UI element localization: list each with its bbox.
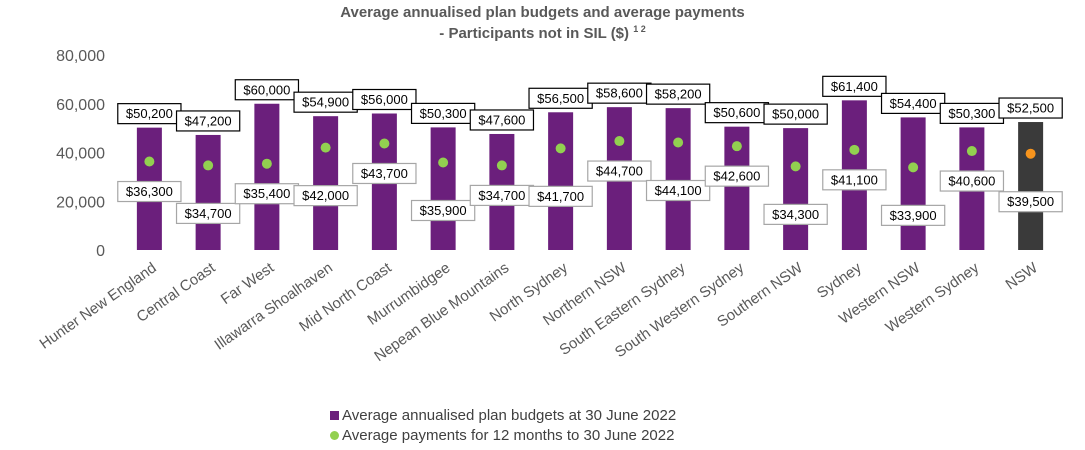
payment-value-label-box (528, 185, 593, 207)
bar (783, 128, 809, 250)
bar-value-label: $50,300 (948, 106, 995, 121)
bar (900, 117, 926, 251)
payment-value-label: $44,100 (655, 183, 702, 198)
chart-title-line1: Average annualised plan budgets and aver… (340, 4, 745, 21)
bar (195, 134, 221, 250)
data-point (555, 143, 566, 154)
legend-item-budgets: Average annualised plan budgets at 30 Ju… (330, 405, 676, 425)
legend-swatch-bar (330, 410, 339, 420)
y-tick-label: 40,000 (56, 146, 105, 163)
payment-value-label: $42,600 (713, 169, 760, 184)
bar-value-label: $50,200 (126, 106, 173, 121)
chart-title: Average annualised plan budgets and aver… (0, 4, 1085, 21)
bar-value-label-box (645, 83, 711, 105)
bar-value-label: $50,600 (713, 105, 760, 120)
bar-value-label: $61,400 (831, 79, 878, 94)
payment-value-label-box (763, 203, 828, 225)
bar (254, 103, 280, 250)
payment-value-label-box (645, 179, 711, 202)
bar (1018, 122, 1044, 250)
y-tick-label: 60,000 (56, 97, 105, 114)
data-point (908, 162, 919, 173)
x-tick-label: NSW (1002, 259, 1041, 293)
payment-value-label: $34,700 (478, 188, 525, 203)
data-point (144, 156, 155, 167)
payment-value-label: $36,300 (126, 184, 173, 199)
data-point (320, 142, 331, 153)
chart-title-superscript: 1 2 (633, 24, 646, 34)
x-tick-label: Sydney (814, 259, 865, 302)
chart-title-line2: - Participants not in SIL ($) (439, 25, 634, 42)
data-point (731, 141, 742, 152)
bar-value-label: $58,600 (596, 86, 643, 101)
payment-value-label: $40,600 (948, 174, 995, 189)
bar-value-label: $56,500 (537, 91, 584, 106)
bar-value-label: $50,000 (772, 107, 819, 122)
payment-value-label: $41,100 (831, 172, 878, 187)
bar (430, 127, 456, 250)
bar-value-label: $58,200 (655, 87, 702, 102)
y-tick-label: 80,000 (56, 48, 105, 65)
payment-value-label-box (939, 170, 1005, 192)
payment-value-label: $41,700 (537, 189, 584, 204)
bar-value-label-box (234, 79, 300, 101)
bar-value-label: $50,300 (420, 106, 467, 121)
payment-value-label-box (822, 169, 887, 191)
payment-value-label-box (587, 160, 652, 182)
payment-value-label-box (880, 204, 946, 226)
payment-value-label-box (704, 165, 770, 187)
payment-value-label-box (998, 191, 1063, 213)
bar-value-label: $47,600 (478, 112, 525, 127)
bar-value-label: $60,000 (243, 82, 290, 97)
payment-value-label-box (175, 202, 241, 225)
bar-value-label-box (469, 109, 535, 131)
data-point (261, 158, 272, 169)
data-point (379, 138, 390, 149)
legend-swatch-dot (330, 430, 339, 440)
bar-value-label-box (175, 110, 241, 132)
payment-value-label: $35,900 (420, 203, 467, 218)
data-point (1025, 148, 1036, 159)
payment-value-label: $43,700 (361, 166, 408, 181)
bar-value-label: $47,200 (185, 113, 232, 128)
bar-value-label: $54,400 (890, 96, 937, 111)
y-tick-label: 0 (96, 243, 105, 260)
payment-value-label: $35,400 (243, 186, 290, 201)
payment-value-label: $39,500 (1007, 194, 1054, 209)
bar-value-label-box (352, 88, 417, 111)
bar (548, 112, 574, 250)
payment-value-label-box (293, 185, 358, 207)
bar (313, 116, 339, 251)
data-point (790, 161, 801, 172)
data-point (614, 136, 625, 147)
data-point (673, 137, 684, 148)
payment-value-label: $33,900 (890, 208, 937, 223)
legend-label-payments: Average payments for 12 months to 30 Jun… (342, 426, 675, 444)
bar-value-label: $56,000 (361, 92, 408, 107)
bar-value-label: $52,500 (1007, 101, 1054, 116)
bar-value-label: $54,900 (302, 95, 349, 110)
chart-subtitle: - Participants not in SIL ($) 1 2 (0, 21, 1085, 42)
bar-value-label-box (763, 103, 828, 125)
payment-value-label-box (117, 180, 182, 203)
payment-value-label: $42,000 (302, 188, 349, 203)
payment-value-label-box (352, 162, 417, 185)
data-point (496, 160, 507, 171)
bar-value-label-box (822, 75, 887, 97)
legend-label-budgets: Average annualised plan budgets at 30 Ju… (342, 406, 677, 424)
y-tick-label: 20,000 (56, 194, 105, 211)
data-point (966, 146, 977, 157)
payment-value-label: $34,700 (185, 206, 232, 221)
payment-value-label: $34,300 (772, 207, 819, 222)
legend-item-payments: Average payments for 12 months to 30 Jun… (330, 425, 676, 445)
data-point (849, 144, 860, 155)
data-point (203, 160, 214, 171)
data-point (438, 157, 449, 168)
bar (665, 108, 691, 250)
bar-value-label-box (998, 97, 1063, 119)
payment-value-label-box (410, 199, 476, 222)
payment-value-label: $44,700 (596, 164, 643, 179)
chart-legend: Average annualised plan budgets at 30 Ju… (330, 405, 676, 445)
